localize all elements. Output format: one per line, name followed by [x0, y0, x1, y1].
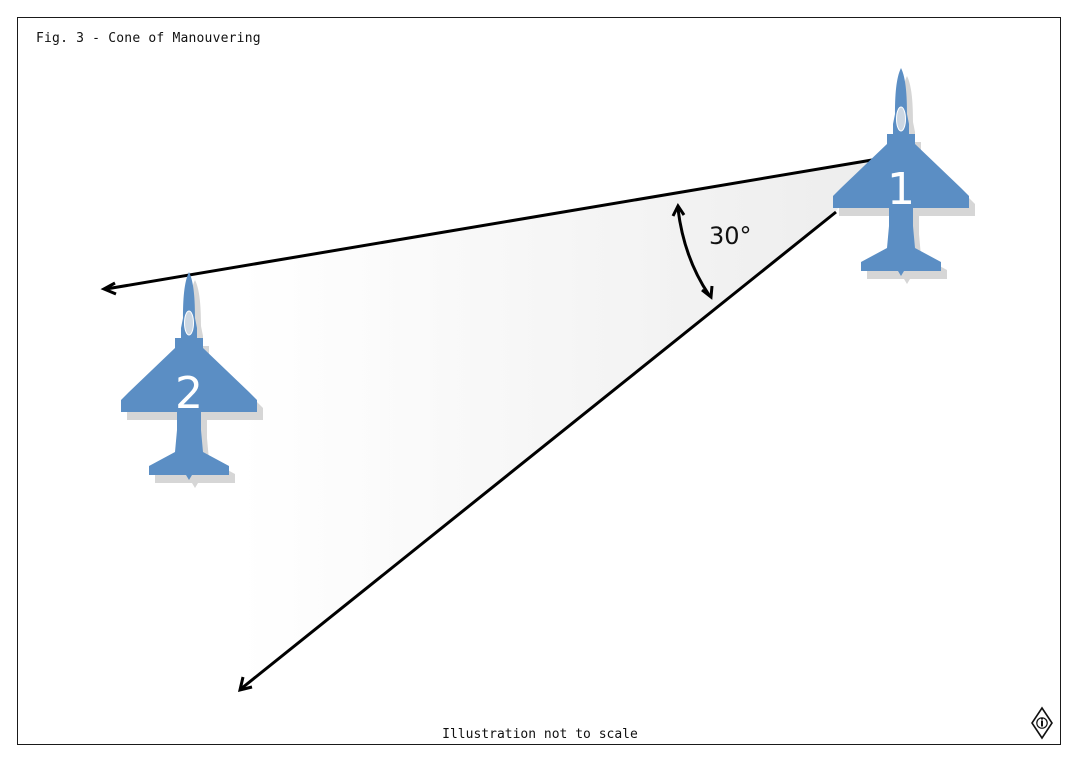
aircraft-1-canopy	[896, 106, 906, 132]
lower-edge-arrowhead	[237, 676, 253, 693]
figure-footnote: Illustration not to scale	[442, 727, 638, 742]
angle-arc-arrowhead-top	[671, 203, 686, 217]
info-diamond-icon	[1031, 706, 1053, 740]
angle-arc-arrowhead-bottom	[701, 285, 714, 300]
cone-upper-edge	[105, 157, 879, 291]
cone-lower-edge	[241, 210, 837, 690]
aircraft-1-number: 1	[887, 164, 915, 215]
upper-edge-arrowhead	[100, 281, 117, 296]
figure-title: Fig. 3 - Cone of Manouvering	[36, 31, 261, 46]
aircraft-1: 1	[833, 68, 975, 284]
angle-arc	[676, 208, 711, 296]
aircraft-2-number: 2	[175, 368, 203, 419]
figure-frame	[17, 17, 1061, 745]
angle-label: 30°	[709, 222, 752, 250]
cone-area	[104, 158, 878, 690]
aircraft-2-canopy	[184, 310, 194, 336]
aircraft-2: 2	[121, 272, 263, 488]
